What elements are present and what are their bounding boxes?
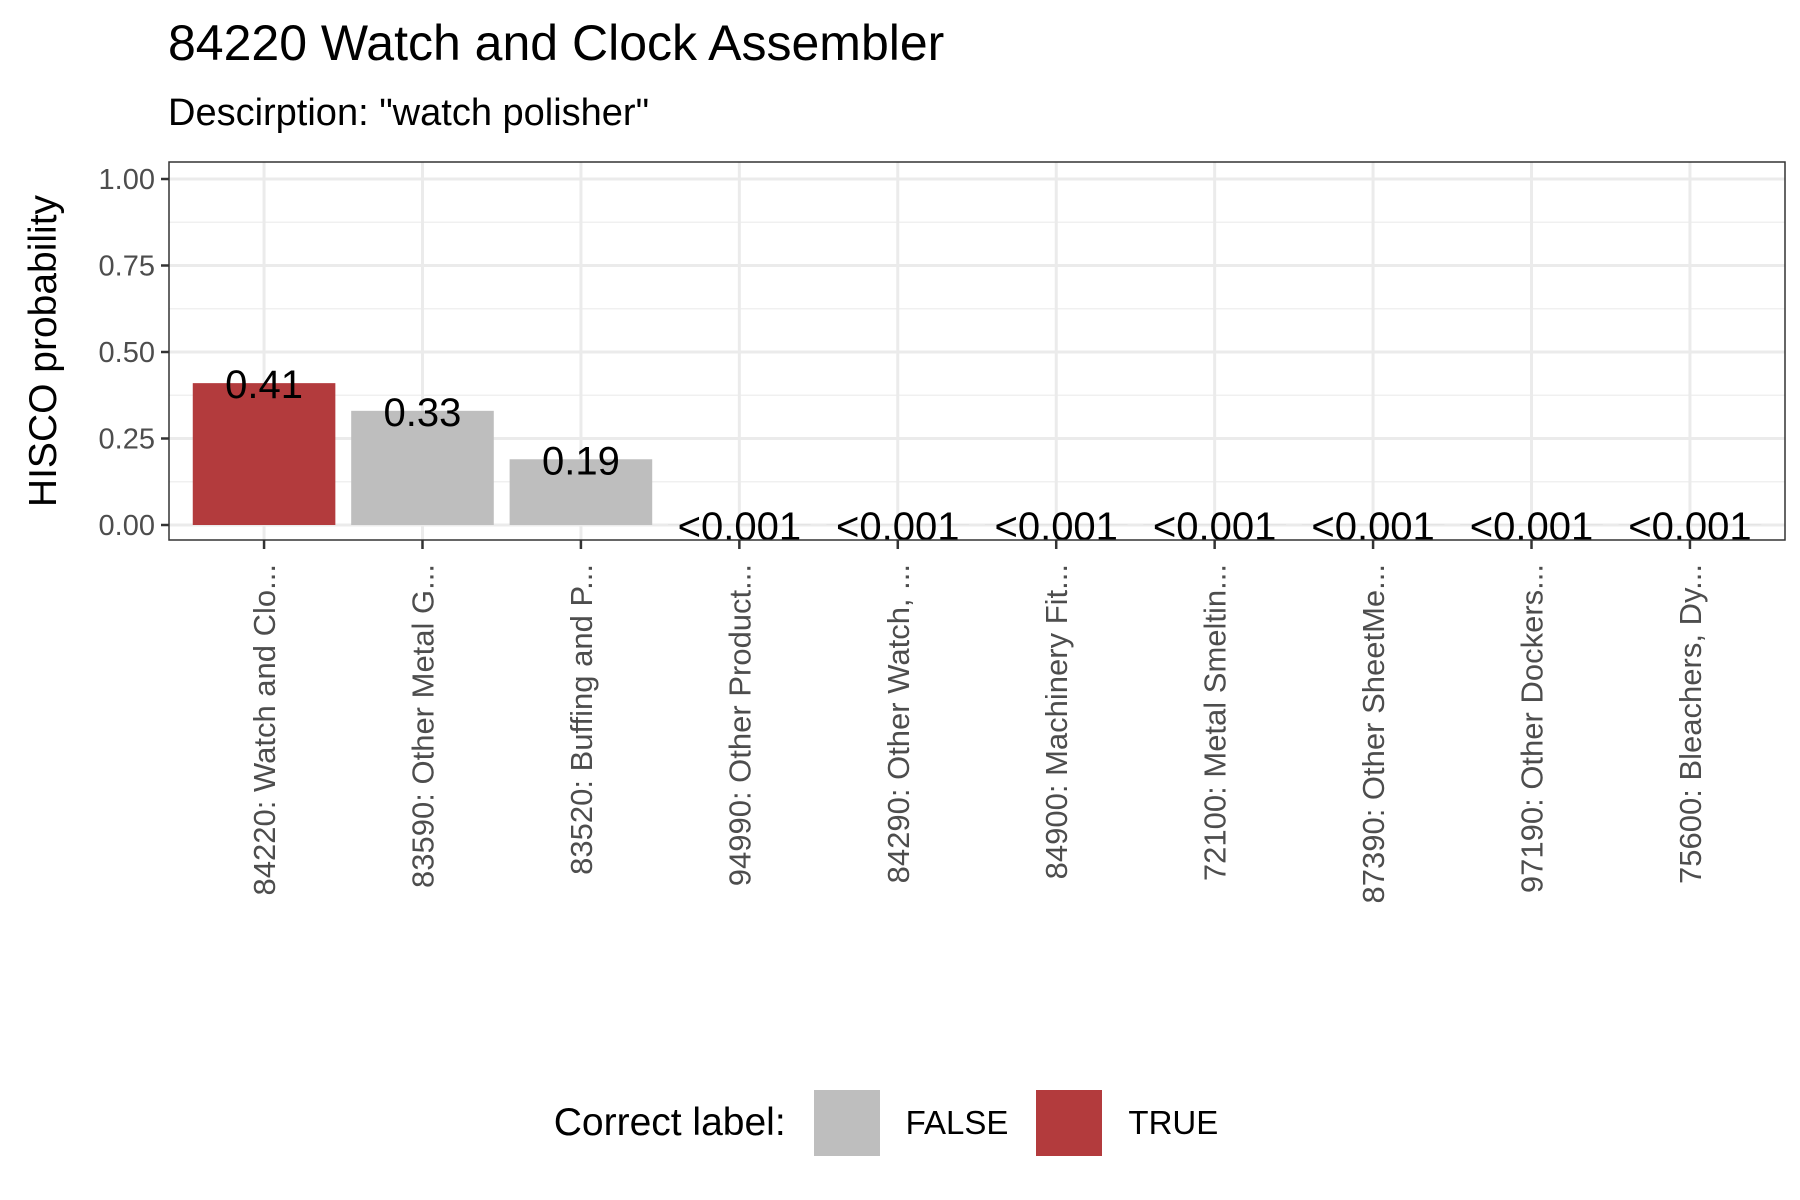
y-axis-label: HISCO probability xyxy=(22,194,65,507)
chart-subtitle: Descirption: "watch polisher" xyxy=(168,92,650,134)
x-tick-label: 84290: Other Watch, ... xyxy=(881,564,916,883)
bar-value-label: 0.19 xyxy=(542,439,620,483)
x-tick-label: 94990: Other Product... xyxy=(722,564,757,886)
x-axis: 84220: Watch and Clo... 83590: Other Meta… xyxy=(247,540,1708,904)
x-tick-label: 72100: Metal Smeltin... xyxy=(1198,564,1233,881)
x-tick-label: 84220: Watch and Clo... xyxy=(247,564,282,895)
legend-label-true: TRUE xyxy=(1128,1104,1219,1141)
y-tick-label: 1.00 xyxy=(99,164,155,196)
chart-title: 84220 Watch and Clock Assembler xyxy=(168,15,945,71)
legend: Correct label: FALSE TRUE xyxy=(0,1090,1800,1156)
x-tick-label: 97190: Other Dockers... xyxy=(1515,564,1550,893)
y-tick-label: 0.25 xyxy=(99,424,155,456)
legend-label-false: FALSE xyxy=(905,1104,1009,1141)
x-tick-label: 83520: Buffing and P... xyxy=(564,564,599,875)
bar xyxy=(192,383,336,525)
bar-value-label: 0.41 xyxy=(225,363,303,407)
bar-value-label: 0.33 xyxy=(384,391,462,435)
y-tick-label: 0.00 xyxy=(99,510,155,542)
legend-key-true xyxy=(1036,1090,1103,1156)
x-tick-label: 87390: Other SheetMe... xyxy=(1356,564,1391,904)
x-tick-label: 75600: Bleachers, Dy... xyxy=(1673,564,1708,884)
bar xyxy=(351,410,494,525)
x-tick-label: 83590: Other Metal G... xyxy=(405,564,440,888)
bar xyxy=(509,459,653,525)
x-tick-label: 84900: Machinery Fit... xyxy=(1039,564,1074,879)
y-tick-label: 0.50 xyxy=(99,337,155,369)
y-tick-label: 0.75 xyxy=(99,251,155,283)
legend-title: Correct label: xyxy=(553,1101,786,1144)
y-axis: 0.00 0.25 0.50 0.75 1.00 xyxy=(99,164,169,542)
bars xyxy=(192,383,1762,525)
legend-key-false xyxy=(813,1090,880,1156)
